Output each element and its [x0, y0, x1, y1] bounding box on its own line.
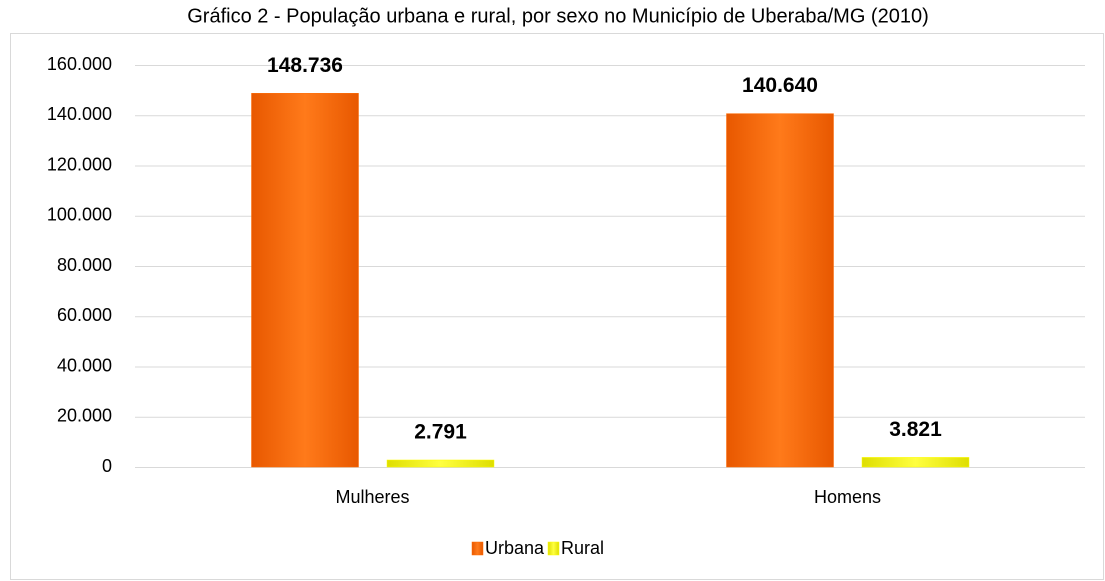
legend-swatch — [471, 541, 484, 556]
x-tick-label: Homens — [814, 487, 881, 507]
bar — [861, 457, 970, 468]
y-tick-label: 160.000 — [47, 54, 112, 74]
legend-swatch — [547, 541, 560, 556]
x-tick-label: Mulheres — [335, 487, 409, 507]
y-tick-label: 100.000 — [47, 205, 112, 225]
y-tick-label: 140.000 — [47, 104, 112, 124]
chart-frame — [10, 33, 1104, 580]
chart-title: Gráfico 2 - População urbana e rural, po… — [187, 5, 929, 27]
y-tick-label: 120.000 — [47, 154, 112, 174]
bar — [251, 93, 359, 468]
value-label: 148.736 — [267, 54, 343, 77]
legend-label: Urbana — [485, 538, 545, 558]
y-tick-label: 80.000 — [57, 255, 112, 275]
bar — [726, 113, 834, 468]
value-label: 2.791 — [414, 421, 467, 444]
value-label: 3.821 — [889, 418, 942, 441]
value-label: 140.640 — [742, 74, 818, 97]
y-tick-label: 0 — [102, 456, 112, 476]
bar — [386, 459, 495, 468]
y-tick-label: 60.000 — [57, 305, 112, 325]
y-tick-label: 40.000 — [57, 355, 112, 375]
legend-label: Rural — [561, 538, 604, 558]
y-tick-label: 20.000 — [57, 406, 112, 426]
